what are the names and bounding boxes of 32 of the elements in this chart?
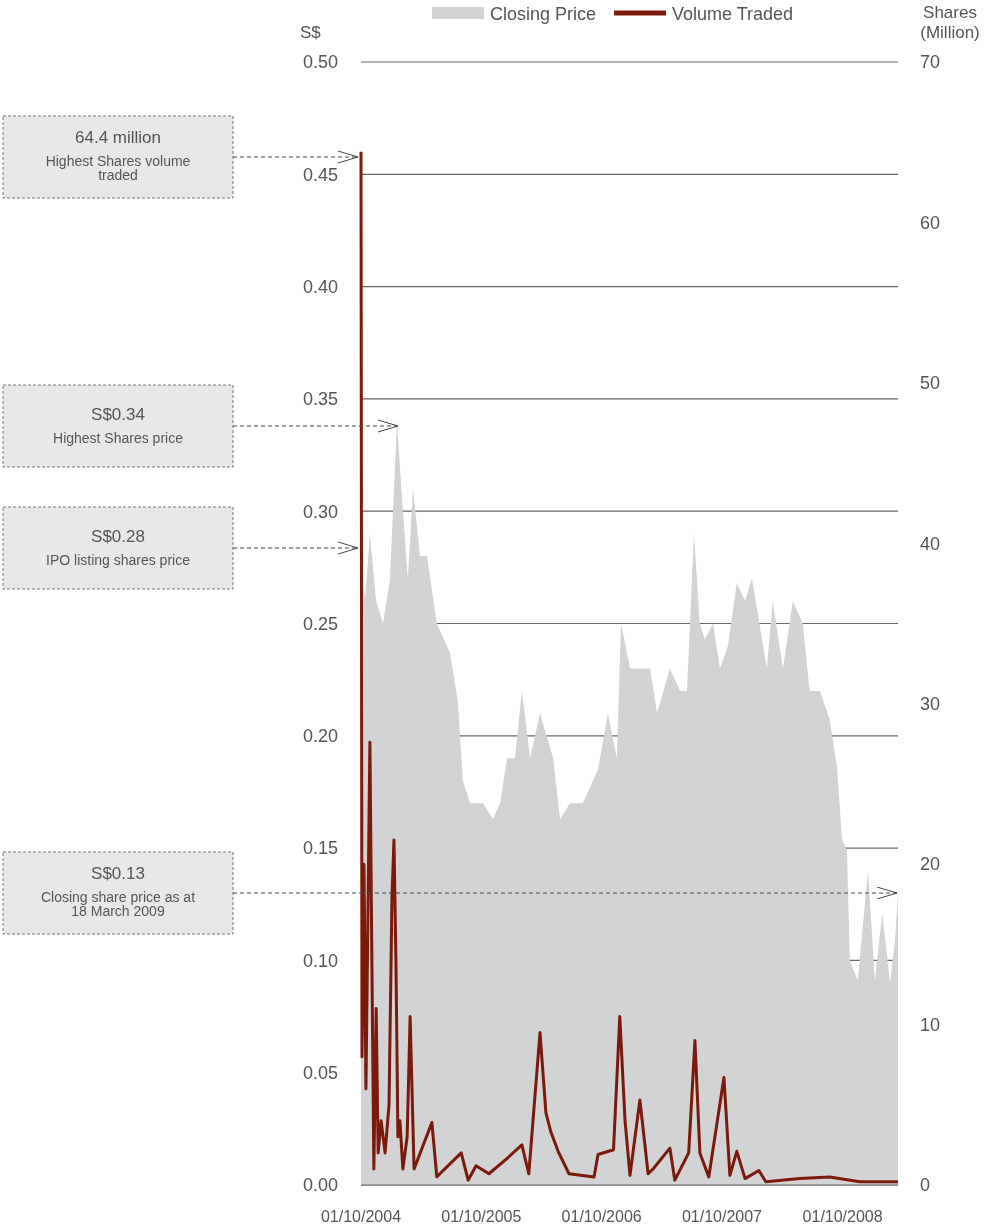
y-tick-label: 0.10 bbox=[302, 950, 338, 971]
y-tick-label: 0.35 bbox=[302, 389, 338, 410]
y-tick-label: 0.20 bbox=[302, 726, 338, 747]
y-tick-label: 0.50 bbox=[302, 52, 338, 73]
y2-tick-label: 60 bbox=[920, 212, 941, 233]
y-tick-label: 0.40 bbox=[302, 276, 338, 297]
y2-tick-label: 30 bbox=[920, 694, 941, 715]
y-tick-label: 0.25 bbox=[302, 613, 338, 634]
x-tick-label: 01/10/2005 bbox=[441, 1208, 522, 1225]
y2-tick-label: 40 bbox=[920, 533, 941, 554]
text: 64.4 million Highest Shares volume traded bbox=[45, 127, 191, 183]
y-tick-label: 0.45 bbox=[302, 164, 338, 185]
y-tick-label: 0.15 bbox=[302, 838, 338, 859]
legend-label: Closing Price bbox=[490, 4, 597, 24]
x-tick-label: 01/10/2008 bbox=[802, 1208, 883, 1225]
x-tick-label: 01/10/2007 bbox=[681, 1208, 763, 1225]
y-axis-title: S$ bbox=[300, 23, 322, 42]
x-tick-label: 01/10/2004 bbox=[320, 1208, 402, 1225]
y2-tick-label: 50 bbox=[920, 373, 941, 394]
y-tick-label: 0.30 bbox=[302, 501, 338, 522]
y2-tick-label: 10 bbox=[920, 1014, 941, 1035]
y-tick-label: 0.05 bbox=[302, 1063, 338, 1083]
y2-tick-label: 70 bbox=[920, 52, 941, 73]
x-tick-label: 01/10/2006 bbox=[561, 1208, 642, 1225]
y2-axis-title: Shares (Million) bbox=[920, 3, 980, 42]
text: S$0.34 Highest Shares price bbox=[53, 404, 184, 446]
y-tick-label: 0.00 bbox=[302, 1175, 338, 1196]
y2-tick-label: 0 bbox=[920, 1175, 931, 1196]
y2-tick-label: 20 bbox=[920, 854, 941, 875]
text: S$0.28 IPO listing shares price bbox=[46, 526, 191, 568]
text: S$0.13 Closing share price as at 18 March 2009 bbox=[40, 863, 196, 919]
legend-label: Volume Traded bbox=[672, 4, 794, 24]
